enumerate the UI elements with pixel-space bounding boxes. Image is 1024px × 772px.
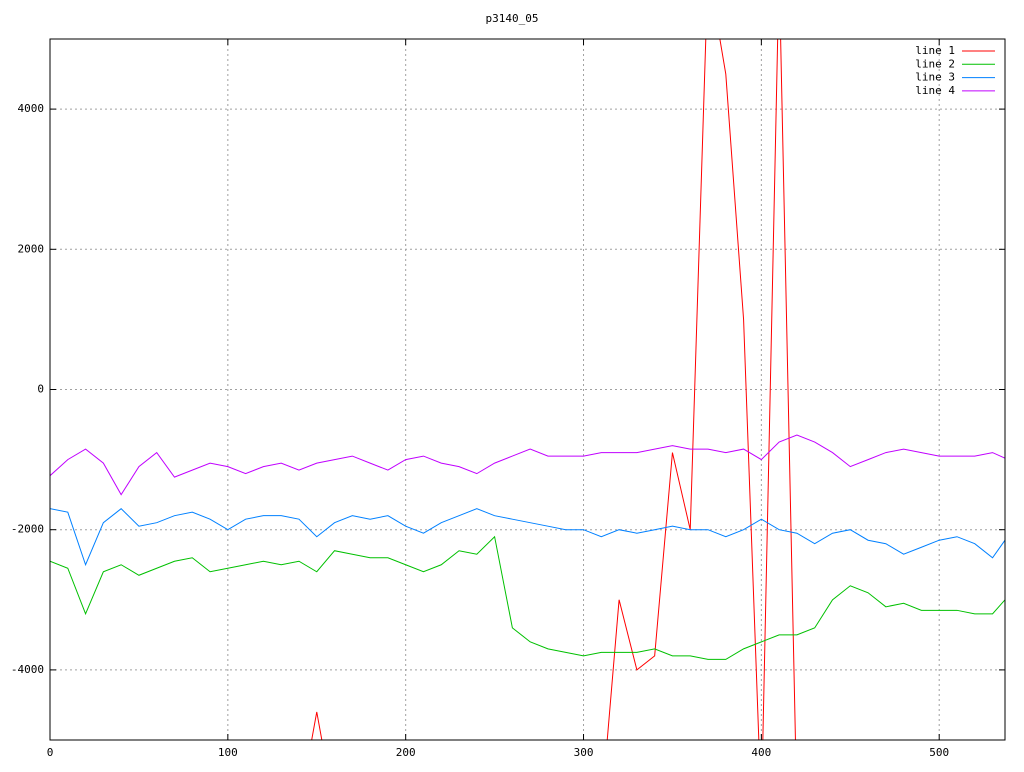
chart-title: p3140_05: [486, 12, 539, 25]
x-tick-label: 200: [396, 746, 416, 759]
x-tick-label: 100: [218, 746, 238, 759]
series-line: [50, 434, 1005, 496]
legend-label: line 3: [915, 71, 955, 84]
x-tick-label: 0: [47, 746, 54, 759]
legend-label: line 2: [915, 57, 955, 70]
legend-label: line 4: [915, 84, 955, 97]
x-tick-label: 400: [751, 746, 771, 759]
x-tick-label: 300: [574, 746, 594, 759]
series-line: [50, 508, 1005, 567]
y-tick-label: 4000: [18, 102, 45, 115]
series-line: [50, 535, 1005, 660]
y-tick-label: -2000: [11, 523, 44, 536]
y-tick-label: 0: [37, 383, 44, 396]
legend-label: line 1: [915, 44, 955, 57]
plot-area: [50, 39, 1005, 740]
y-tick-label: 2000: [18, 242, 45, 255]
x-tick-label: 500: [929, 746, 949, 759]
y-tick-label: -4000: [11, 663, 44, 676]
